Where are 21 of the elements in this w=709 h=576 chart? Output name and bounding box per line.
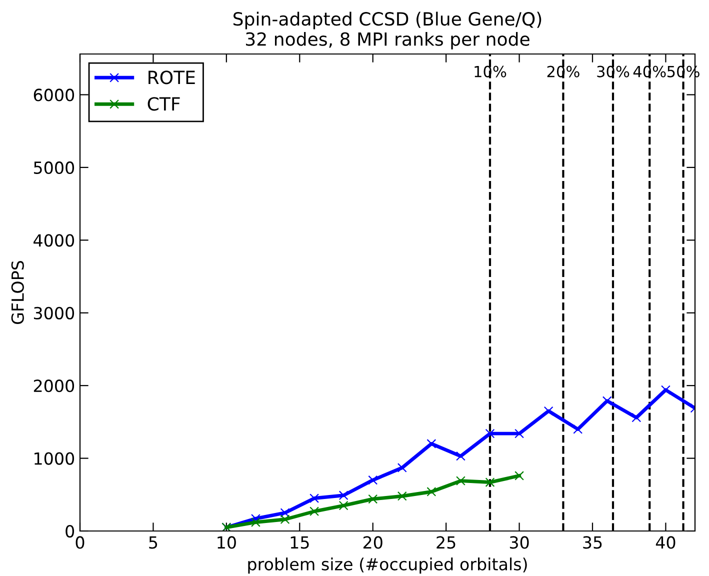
x-tick-label: 10: [218, 536, 236, 549]
x-tick-label: 15: [290, 536, 309, 549]
legend-label: ROTE: [148, 70, 195, 84]
y-tick-label: 6000: [34, 88, 74, 102]
y-tick-label: 1000: [34, 452, 74, 465]
x-tick-label: 35: [583, 536, 602, 549]
y-tick-label: 3000: [34, 306, 74, 320]
chart-title: Spin-adapted CCSD (Blue Gene/Q) 32 nodes, 8 MPI ranks per node: [233, 12, 542, 50]
x-tick-label: 40: [656, 536, 676, 549]
x-tick-label: 25: [436, 536, 456, 549]
legend-label: CTF: [148, 97, 180, 111]
y-tick-label: 2000: [34, 380, 74, 392]
y-axis-title: GFLOPS: [11, 260, 24, 324]
y-tick-label: 5000: [34, 161, 74, 174]
x-tick-label: 30: [510, 536, 529, 549]
y-tick-label: 4000: [34, 234, 74, 247]
y-tick-label: 0: [66, 524, 74, 538]
x-tick-label: 0: [76, 536, 84, 549]
x-tick-label: 20: [363, 536, 382, 549]
x-tick-label: 5: [149, 536, 158, 549]
x-axis-title: problem size (#occupied orbitals): [248, 558, 527, 574]
